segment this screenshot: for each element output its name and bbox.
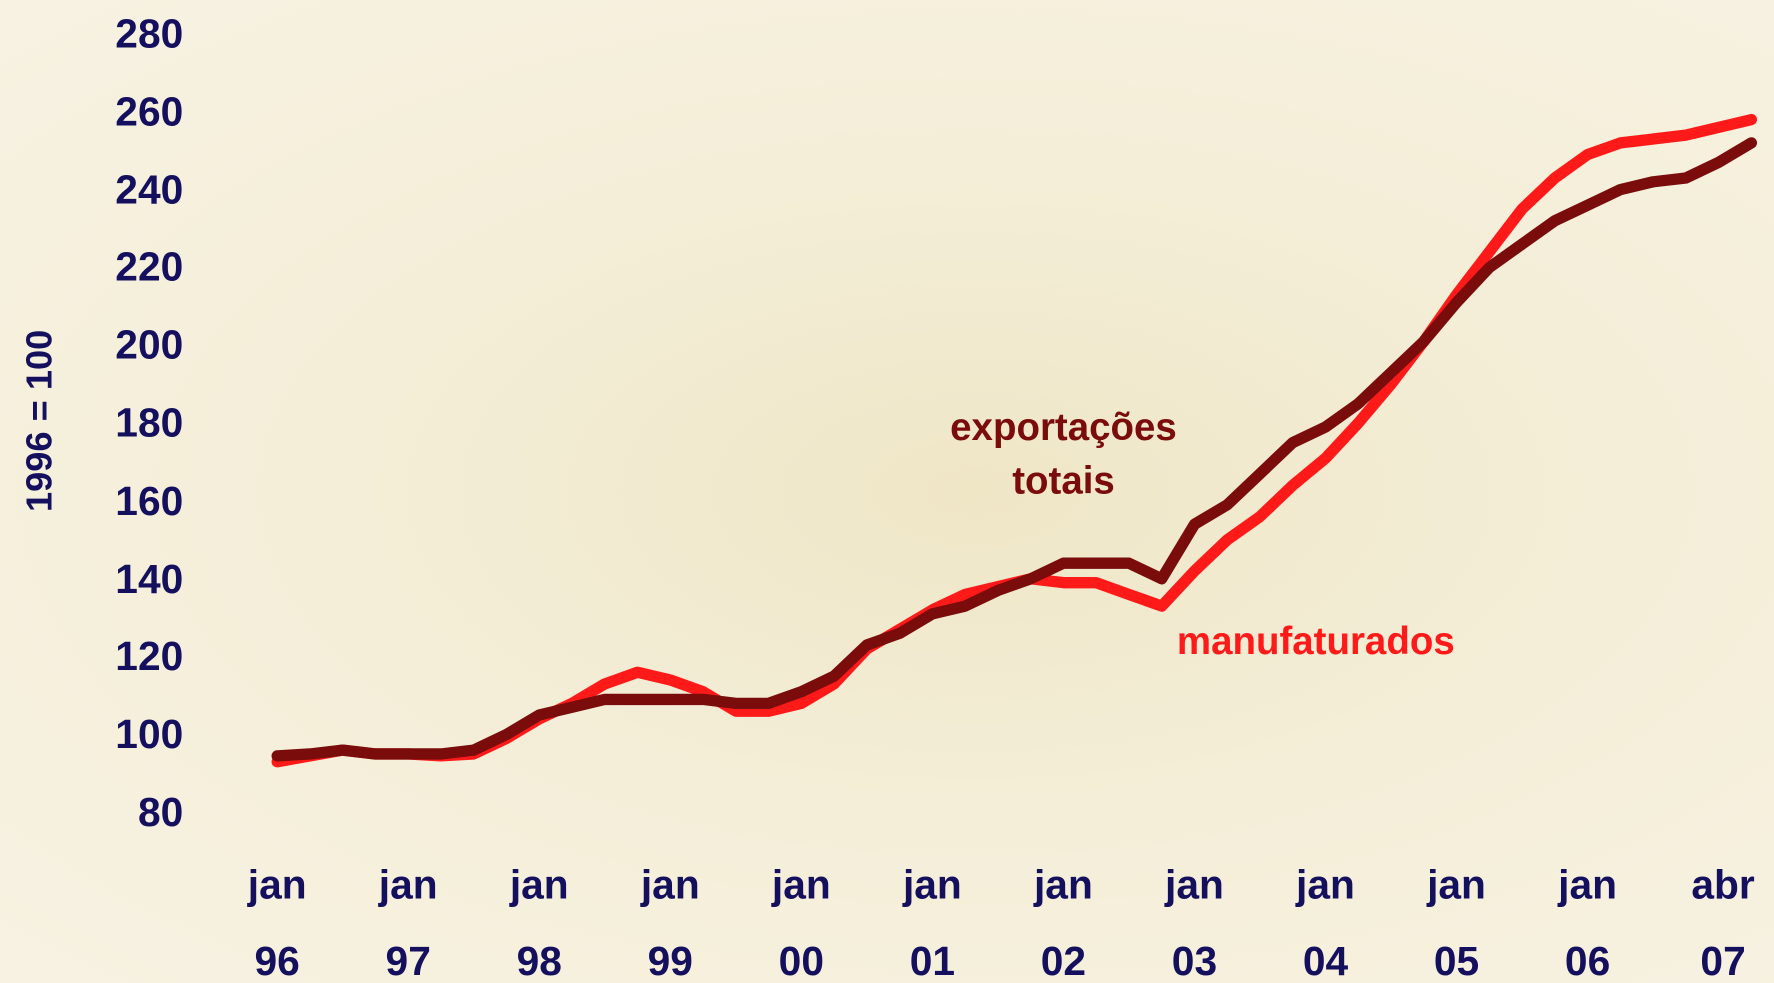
y-tick-label: 280 [48, 11, 184, 56]
plot [0, 0, 1774, 983]
x-tick-label: jan 03 [1144, 846, 1246, 983]
x-tick-label: jan 99 [619, 846, 721, 983]
y-tick-label: 80 [48, 790, 184, 835]
y-tick-label: 220 [48, 245, 184, 290]
x-tick-label: jan 04 [1275, 846, 1377, 983]
x-tick-label: jan 97 [357, 846, 459, 983]
x-tick-label: jan 00 [750, 846, 852, 983]
series-label: exportações totais [922, 402, 1205, 508]
y-tick-label: 160 [48, 478, 184, 523]
y-tick-label: 260 [48, 89, 184, 134]
x-tick-label: jan 02 [1012, 846, 1114, 983]
y-tick-label: 120 [48, 634, 184, 679]
x-tick-label: jan 96 [226, 846, 328, 983]
y-tick-label: 200 [48, 323, 184, 368]
x-tick-label: abr 07 [1672, 846, 1774, 983]
chart: 1996 = 100 80100120140160180200220240260… [0, 0, 1774, 983]
series-label: manufaturados [1118, 615, 1514, 668]
y-tick-label: 180 [48, 401, 184, 446]
x-tick-label: jan 98 [488, 846, 590, 983]
x-tick-label: jan 06 [1537, 846, 1639, 983]
x-tick-label: jan 01 [881, 846, 983, 983]
y-tick-label: 240 [48, 167, 184, 212]
y-tick-label: 100 [48, 712, 184, 757]
y-tick-label: 140 [48, 556, 184, 601]
page: {"chart_data": {"type": "line", "y_label… [0, 0, 1774, 983]
x-tick-label: jan 05 [1406, 846, 1508, 983]
